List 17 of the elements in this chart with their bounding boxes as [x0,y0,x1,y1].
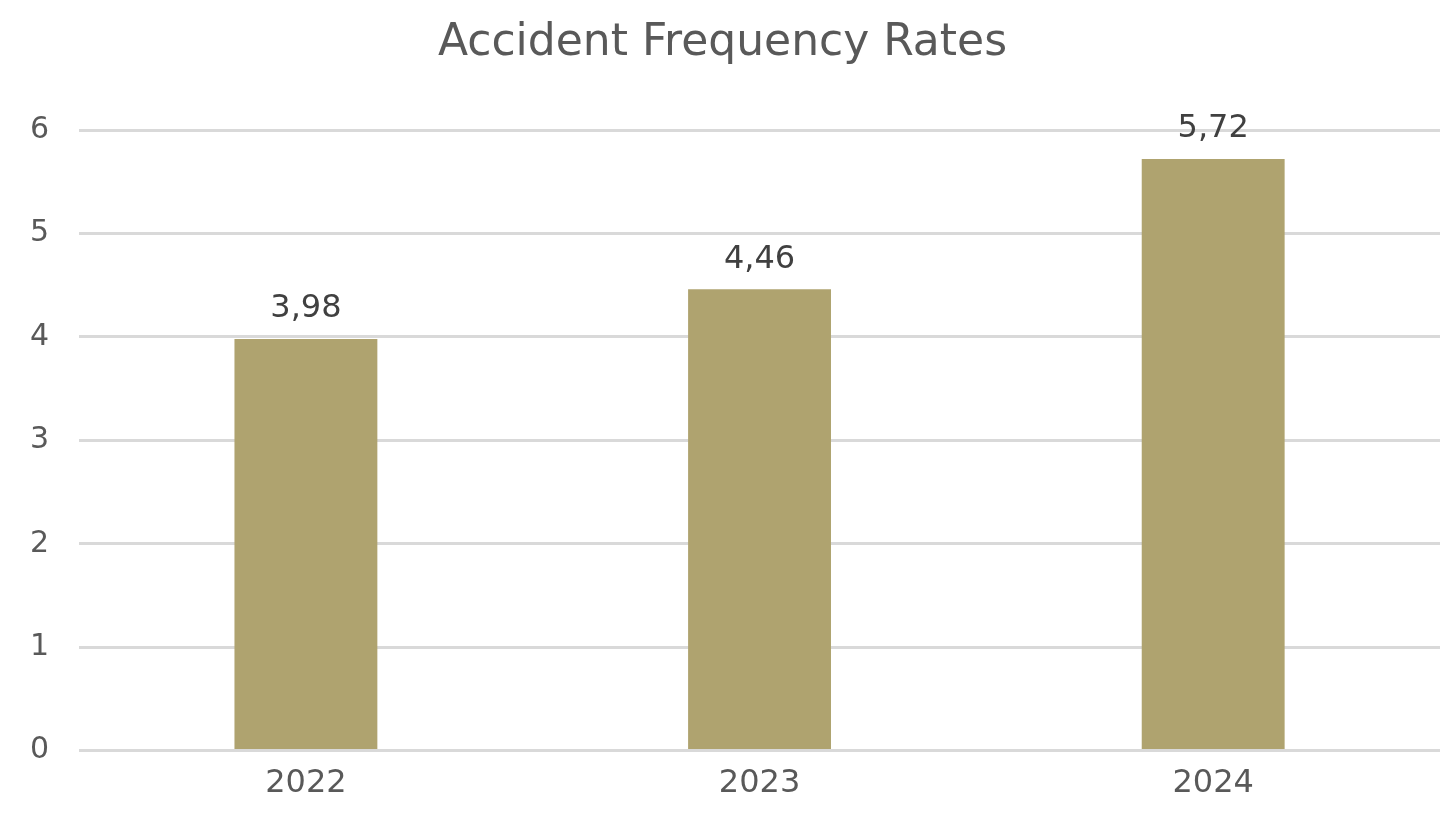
x-tick-label: 2024 [1172,762,1254,801]
y-tick-label: 1 [29,626,50,662]
y-tick-label: 4 [29,316,50,352]
x-tick-label: 2023 [718,762,801,801]
bar [688,289,831,750]
x-tick-label: 2022 [265,762,347,801]
y-tick-label: 2 [29,523,50,559]
bar [1141,158,1285,750]
chart-title: Accident Frequency Rates [436,13,1009,67]
data-label: 4,46 [723,237,796,276]
data-label: 5,72 [1177,107,1249,146]
data-label: 3,98 [270,287,342,326]
y-tick-label: 3 [29,420,50,456]
y-tick-label: 6 [29,109,50,145]
y-tick-label: 5 [29,213,50,249]
y-tick-label: 0 [29,730,50,766]
bar [234,338,378,750]
